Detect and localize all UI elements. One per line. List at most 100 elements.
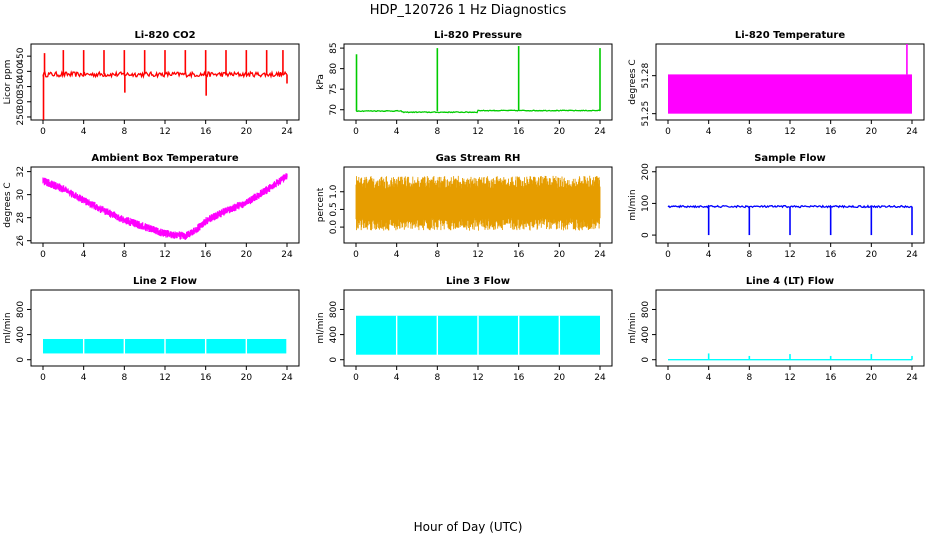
x-tick-label: 0 — [353, 127, 359, 137]
y-tick-label: 0.0 — [329, 220, 339, 235]
x-tick-label: 8 — [746, 373, 752, 383]
x-tick-label: 0 — [40, 127, 46, 137]
x-tick-label: 8 — [746, 250, 752, 260]
y-tick-label: 400 — [16, 63, 26, 80]
x-tick-label: 24 — [594, 373, 606, 383]
y-axis-label: degrees C — [628, 59, 638, 104]
x-tick-label: 20 — [241, 250, 253, 260]
y-axis-label: ml/min — [628, 312, 638, 343]
x-tick-label: 24 — [281, 373, 293, 383]
y-tick-label: 30 — [16, 189, 26, 201]
y-tick-label: 0 — [641, 357, 651, 363]
x-tick-label: 24 — [906, 373, 918, 383]
y-tick-label: 28 — [16, 212, 26, 224]
x-tick-label: 16 — [513, 373, 525, 383]
y-tick-label: 400 — [329, 326, 339, 343]
x-tick-label: 8 — [434, 250, 440, 260]
y-axis-label: degrees C — [3, 182, 13, 227]
y-tick-label: 26 — [16, 235, 26, 247]
x-tick-label: 24 — [906, 127, 918, 137]
x-tick-label: 4 — [81, 250, 87, 260]
y-tick-label: 51.25 — [641, 101, 651, 127]
y-tick-label: 80 — [329, 63, 339, 75]
y-tick-label: 51.28 — [641, 63, 651, 89]
panel-4: Ambient Box Temperature degrees C 0 4 8 12 16 2… — [3, 153, 300, 260]
x-tick-label: 4 — [394, 373, 400, 383]
x-tick-label: 8 — [121, 373, 127, 383]
panel-9: Line 4 (LT) Flow ml/min 0 4 8 12 16 20 24 0 400 800 — [628, 276, 925, 383]
x-tick-label: 4 — [706, 250, 712, 260]
x-tick-label: 0 — [40, 373, 46, 383]
panel-title: Li-820 CO2 — [134, 30, 195, 41]
x-tick-label: 16 — [825, 373, 837, 383]
data-series — [42, 173, 288, 240]
panel-title: Line 3 Flow — [446, 276, 510, 287]
x-tick-label: 20 — [241, 373, 253, 383]
x-tick-label: 0 — [40, 250, 46, 260]
x-tick-label: 24 — [281, 250, 293, 260]
x-tick-label: 8 — [746, 127, 752, 137]
x-tick-label: 16 — [825, 127, 837, 137]
y-tick-label: 1.0 — [329, 184, 339, 199]
figure-title: HDP_120726 1 Hz Diagnostics — [370, 3, 567, 18]
x-tick-label: 12 — [472, 373, 483, 383]
x-tick-label: 20 — [866, 250, 878, 260]
y-tick-label: 32 — [16, 166, 26, 177]
x-tick-label: 4 — [706, 373, 712, 383]
y-tick-label: 0.5 — [329, 202, 339, 216]
panel-2: Li-820 Pressure kPa 0 4 8 12 16 20 24 70 75 80 85 — [316, 30, 613, 137]
panel-title: Sample Flow — [754, 153, 826, 164]
panel-7: Line 2 Flow ml/min 0 4 8 12 16 20 24 0 400 800 — [3, 276, 300, 383]
x-tick-label: 20 — [554, 127, 566, 137]
panel-title: Li-820 Temperature — [735, 30, 845, 41]
panel-title: Ambient Box Temperature — [91, 153, 238, 164]
x-tick-label: 20 — [554, 250, 566, 260]
y-tick-label: 0 — [329, 357, 339, 363]
x-tick-label: 24 — [594, 250, 606, 260]
y-tick-label: 350 — [16, 78, 26, 95]
x-tick-label: 12 — [472, 250, 483, 260]
y-tick-label: 250 — [16, 108, 26, 125]
y-tick-label: 800 — [16, 301, 26, 318]
y-axis-label: ml/min — [316, 312, 326, 343]
y-axis-label: ml/min — [628, 189, 638, 220]
y-tick-label: 85 — [329, 42, 339, 53]
y-tick-label: 300 — [16, 93, 26, 110]
y-tick-label: 100 — [641, 195, 651, 212]
panel-title: Line 2 Flow — [133, 276, 197, 287]
x-tick-label: 16 — [825, 250, 837, 260]
y-tick-label: 400 — [641, 326, 651, 343]
data-band — [668, 74, 912, 114]
x-tick-label: 24 — [594, 127, 606, 137]
panel-3: Li-820 Temperature degrees C 0 4 8 12 16 20 24 51… — [628, 30, 925, 137]
y-tick-label: 200 — [641, 163, 651, 180]
x-tick-label: 0 — [665, 127, 671, 137]
y-tick-label: 0 — [641, 232, 651, 238]
y-tick-label: 400 — [16, 326, 26, 343]
x-tick-label: 16 — [513, 127, 525, 137]
y-axis-label: ml/min — [3, 312, 13, 343]
x-tick-label: 12 — [159, 127, 170, 137]
x-tick-label: 24 — [281, 127, 293, 137]
x-tick-label: 16 — [200, 127, 212, 137]
panel-title: Li-820 Pressure — [434, 30, 522, 41]
x-tick-label: 12 — [159, 373, 170, 383]
x-tick-label: 12 — [784, 127, 795, 137]
x-axis-label: Hour of Day (UTC) — [414, 520, 523, 534]
y-tick-label: 0 — [16, 357, 26, 363]
x-tick-label: 8 — [121, 250, 127, 260]
x-tick-label: 20 — [866, 127, 878, 137]
x-tick-label: 8 — [121, 127, 127, 137]
x-tick-label: 0 — [665, 250, 671, 260]
panel-8: Line 3 Flow ml/min 0 4 8 12 16 20 24 0 400 800 — [316, 276, 613, 383]
y-tick-label: 800 — [641, 301, 651, 318]
panel-6: Sample Flow ml/min 0 4 8 12 16 20 24 0 100 200 — [628, 153, 925, 260]
y-axis-label: percent — [316, 187, 326, 222]
x-tick-label: 20 — [554, 373, 566, 383]
data-series — [355, 109, 601, 114]
x-tick-label: 4 — [394, 250, 400, 260]
